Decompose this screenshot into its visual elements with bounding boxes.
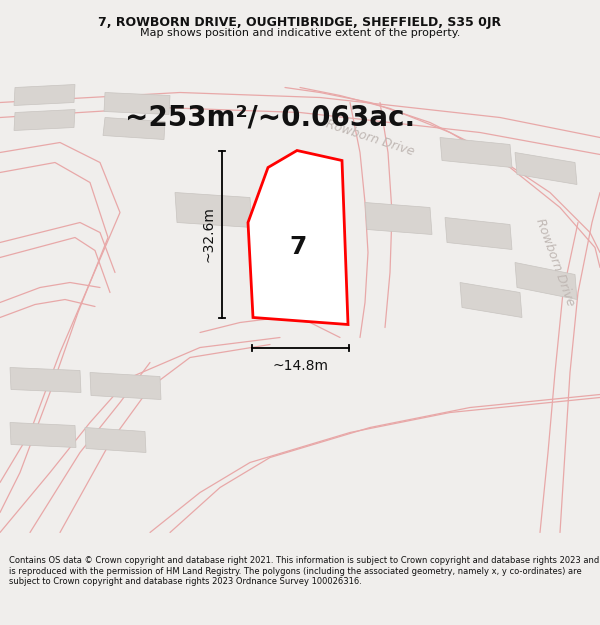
Text: 7, ROWBORN DRIVE, OUGHTIBRIDGE, SHEFFIELD, S35 0JR: 7, ROWBORN DRIVE, OUGHTIBRIDGE, SHEFFIEL… (98, 16, 502, 29)
Polygon shape (515, 262, 577, 299)
Polygon shape (14, 109, 75, 131)
Polygon shape (14, 84, 75, 106)
Polygon shape (515, 152, 577, 184)
Polygon shape (104, 92, 170, 114)
Text: Rowborn Drive: Rowborn Drive (324, 117, 416, 158)
Polygon shape (445, 217, 512, 249)
Polygon shape (365, 202, 432, 234)
Polygon shape (10, 422, 76, 447)
Text: Rowborn Drive: Rowborn Drive (533, 217, 577, 308)
Text: ~253m²/~0.063ac.: ~253m²/~0.063ac. (125, 104, 415, 131)
Text: Contains OS data © Crown copyright and database right 2021. This information is : Contains OS data © Crown copyright and d… (9, 556, 599, 586)
Text: ~14.8m: ~14.8m (272, 359, 329, 372)
Text: 7: 7 (289, 236, 307, 259)
Text: Map shows position and indicative extent of the property.: Map shows position and indicative extent… (140, 28, 460, 38)
Polygon shape (85, 428, 146, 452)
Polygon shape (440, 138, 512, 168)
Polygon shape (460, 282, 522, 318)
Polygon shape (175, 192, 252, 228)
Polygon shape (90, 372, 161, 399)
Polygon shape (10, 368, 81, 392)
Polygon shape (248, 151, 348, 324)
Polygon shape (103, 118, 165, 139)
Text: ~32.6m: ~32.6m (201, 206, 215, 262)
